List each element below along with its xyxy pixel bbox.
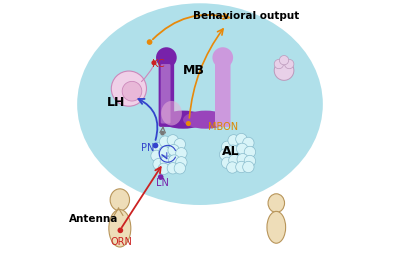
Circle shape: [158, 174, 164, 180]
Circle shape: [168, 145, 179, 156]
Circle shape: [236, 143, 248, 154]
Text: MBON: MBON: [208, 122, 238, 132]
Text: Antenna: Antenna: [69, 214, 119, 224]
Text: PN: PN: [140, 143, 154, 153]
Ellipse shape: [267, 211, 286, 243]
Text: LN: LN: [156, 178, 169, 188]
Circle shape: [111, 71, 146, 106]
Circle shape: [212, 47, 233, 68]
Circle shape: [147, 39, 152, 45]
Circle shape: [160, 131, 165, 135]
Circle shape: [151, 150, 162, 161]
Circle shape: [174, 162, 186, 174]
Circle shape: [236, 161, 247, 173]
Text: LH: LH: [107, 96, 125, 109]
Circle shape: [244, 155, 256, 167]
Circle shape: [222, 157, 233, 168]
Circle shape: [274, 59, 284, 69]
Ellipse shape: [77, 3, 323, 205]
Circle shape: [243, 137, 254, 149]
Circle shape: [174, 139, 186, 150]
Ellipse shape: [183, 110, 228, 129]
Ellipse shape: [110, 189, 130, 211]
Circle shape: [122, 81, 142, 101]
Circle shape: [222, 141, 233, 153]
Circle shape: [237, 154, 248, 165]
Text: ORN: ORN: [110, 237, 132, 248]
Circle shape: [153, 142, 164, 154]
Circle shape: [284, 59, 294, 69]
Circle shape: [156, 47, 177, 68]
Circle shape: [153, 158, 164, 170]
Text: MB: MB: [182, 64, 204, 77]
Circle shape: [151, 60, 156, 65]
Circle shape: [158, 163, 170, 174]
Circle shape: [153, 143, 158, 148]
Circle shape: [167, 135, 178, 146]
Circle shape: [229, 154, 240, 166]
Circle shape: [118, 228, 123, 233]
Ellipse shape: [161, 101, 182, 126]
Ellipse shape: [160, 110, 206, 129]
Circle shape: [227, 162, 238, 173]
Ellipse shape: [109, 210, 131, 247]
Circle shape: [274, 61, 294, 80]
Circle shape: [159, 146, 170, 158]
Circle shape: [227, 145, 238, 156]
FancyBboxPatch shape: [161, 64, 170, 124]
Text: KC: KC: [152, 59, 165, 69]
Circle shape: [236, 133, 247, 145]
Circle shape: [244, 146, 256, 158]
Circle shape: [176, 148, 187, 159]
FancyBboxPatch shape: [215, 54, 230, 127]
Circle shape: [228, 135, 239, 146]
Circle shape: [279, 56, 289, 65]
Circle shape: [160, 156, 172, 167]
Circle shape: [167, 162, 178, 174]
Text: Behavioral output: Behavioral output: [194, 11, 300, 21]
Ellipse shape: [268, 194, 284, 212]
Circle shape: [186, 121, 191, 126]
Circle shape: [219, 149, 231, 160]
Circle shape: [176, 157, 187, 168]
Circle shape: [159, 136, 171, 147]
Circle shape: [168, 155, 180, 166]
Text: AL: AL: [222, 146, 240, 159]
Circle shape: [243, 161, 254, 173]
FancyBboxPatch shape: [159, 54, 174, 127]
